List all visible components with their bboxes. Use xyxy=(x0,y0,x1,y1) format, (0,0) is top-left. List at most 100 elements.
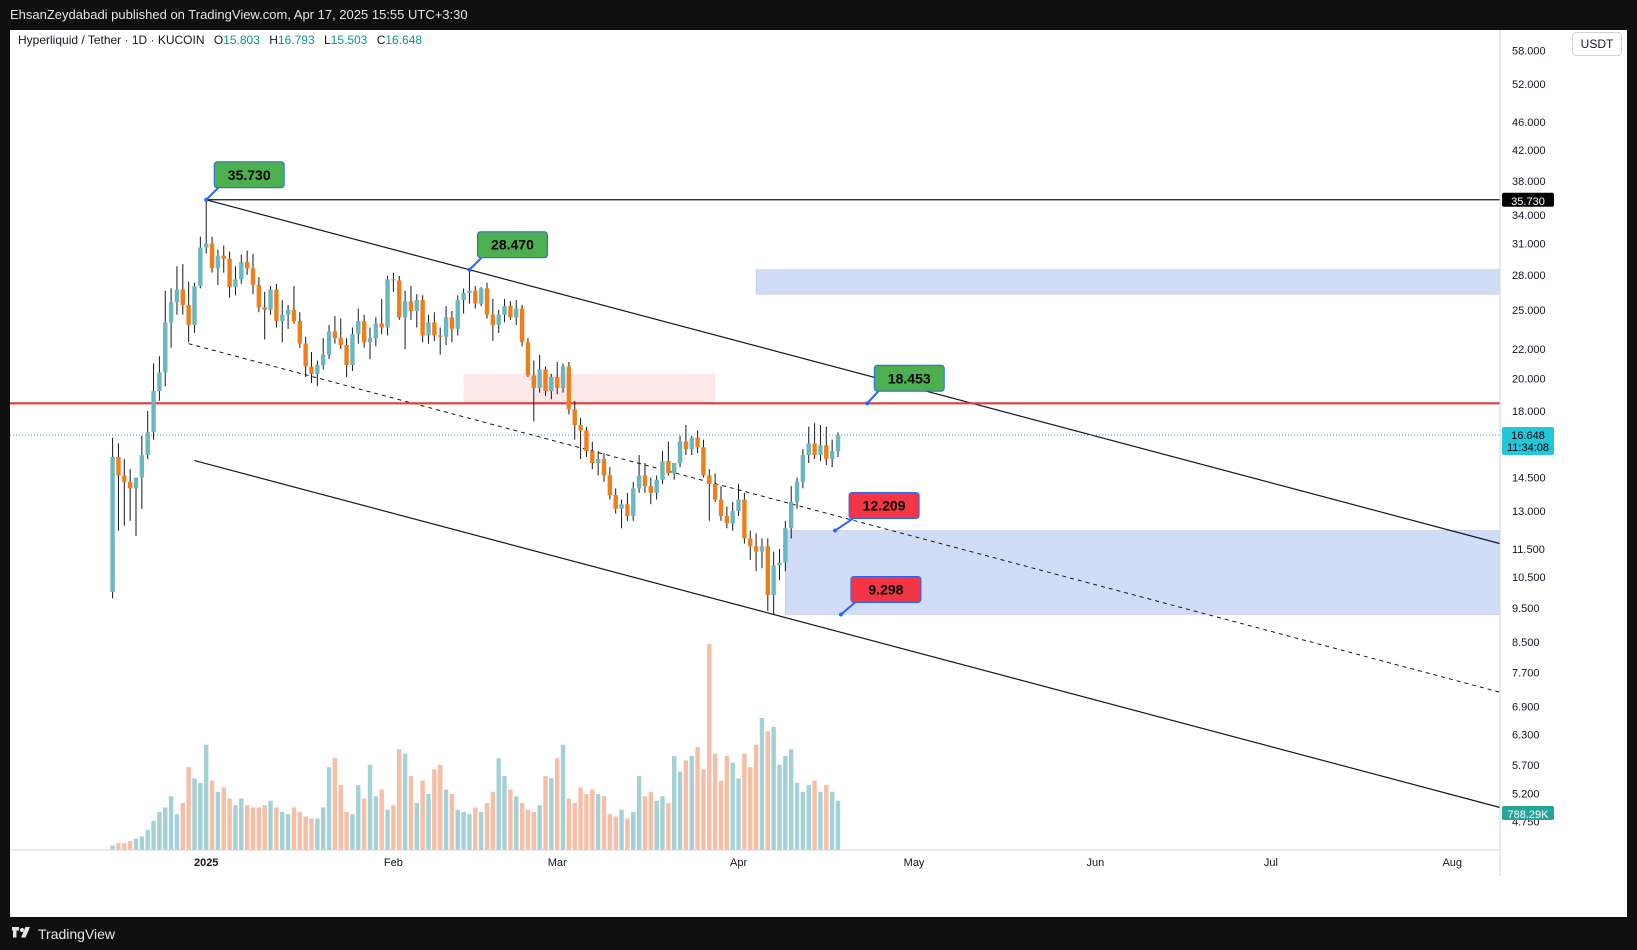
volume-bar xyxy=(695,747,700,850)
candle-body xyxy=(718,499,724,516)
candle-body xyxy=(555,376,560,388)
candle-body xyxy=(777,562,782,566)
volume-bar xyxy=(625,818,630,850)
x-tick-label: Jun xyxy=(1087,857,1105,869)
volume-bar xyxy=(613,816,618,850)
x-tick-label: 2025 xyxy=(194,857,218,869)
candle-body xyxy=(625,504,630,516)
x-tick-label: Jul xyxy=(1264,857,1278,869)
annotation-label-0: 35.730 xyxy=(228,167,271,183)
candle-body xyxy=(391,279,396,281)
volume-bar xyxy=(742,753,747,850)
candle-body xyxy=(303,343,308,367)
annotation-anchor xyxy=(467,267,472,272)
candle-body xyxy=(543,369,548,392)
volume-bar xyxy=(221,787,226,850)
close-label: C xyxy=(376,33,386,47)
volume-bar xyxy=(215,791,221,850)
last-price-tag-bg xyxy=(1502,427,1554,456)
annotation-box xyxy=(873,364,945,392)
candle-body xyxy=(695,437,700,448)
y-tick-label: 22.000 xyxy=(1512,344,1546,356)
lower-channel-line xyxy=(194,459,1501,809)
candle-body xyxy=(677,441,683,464)
candle-body xyxy=(566,366,572,410)
volume-bar xyxy=(636,776,642,850)
y-tick-label: 9.500 xyxy=(1512,603,1540,615)
y-tick-label: 14.500 xyxy=(1512,473,1546,485)
candle-body xyxy=(467,290,472,293)
y-tick-label: 42.000 xyxy=(1512,145,1546,157)
annotation-anchor xyxy=(204,197,209,202)
annotation-pointer xyxy=(205,187,219,201)
annotation-label-1: 28.470 xyxy=(491,237,534,253)
annotation-box xyxy=(850,575,922,603)
candle-body xyxy=(145,432,150,456)
volume-bar xyxy=(262,805,267,850)
candle-body xyxy=(397,280,402,318)
currency-button[interactable]: USDT xyxy=(1572,32,1622,56)
candle-body xyxy=(280,314,285,322)
candle-body xyxy=(759,546,765,552)
candle-body xyxy=(157,372,162,392)
volume-bar xyxy=(426,794,431,850)
candle-body xyxy=(420,300,425,336)
candle-body xyxy=(800,455,806,482)
candle-body xyxy=(268,289,273,310)
volume-bar xyxy=(654,800,659,850)
brand-text: TradingView xyxy=(38,925,116,942)
candle-body xyxy=(309,366,314,374)
low-label: L xyxy=(323,33,331,47)
volume-bar xyxy=(777,764,782,850)
volume-bar xyxy=(835,800,841,850)
volume-bar xyxy=(783,755,788,850)
candle-body xyxy=(619,504,624,509)
volume-bar xyxy=(332,758,338,850)
close-value: 16.648 xyxy=(385,33,423,47)
candle-body xyxy=(244,261,250,269)
volume-bar xyxy=(157,811,162,850)
candle-body xyxy=(537,369,542,388)
zones-layer xyxy=(463,269,1501,615)
volume-bar xyxy=(748,767,753,850)
volume-bar xyxy=(455,809,460,850)
volume-bar xyxy=(689,755,694,850)
volume-bar xyxy=(438,764,443,850)
volume-bar xyxy=(736,778,741,850)
chart-frame[interactable]: 35.730 28.470 18.453 12.209 9.298 58.000 52.0… xyxy=(10,30,1627,917)
volume-bar xyxy=(268,800,273,850)
candle-body xyxy=(186,304,191,325)
volume-bar xyxy=(824,785,829,850)
volume-bar xyxy=(683,760,689,850)
candle-body xyxy=(812,443,817,456)
annotation-box xyxy=(476,231,548,259)
volume-bar xyxy=(244,805,250,850)
volume-bar xyxy=(391,805,396,850)
candle-body xyxy=(648,486,653,493)
candle-body xyxy=(771,565,776,596)
candle-body xyxy=(168,302,174,323)
volume-bar xyxy=(116,843,121,850)
candle-body xyxy=(701,447,706,476)
high-price-tag-text: 35.730 xyxy=(1511,196,1545,208)
candle-body xyxy=(789,501,794,529)
volume-bar xyxy=(122,843,127,850)
candles-layer xyxy=(110,199,841,615)
volume-bar xyxy=(397,749,402,850)
candle-body xyxy=(490,314,496,325)
volume-bar xyxy=(467,814,472,850)
y-tick-label: 5.700 xyxy=(1512,760,1540,772)
volume-bar xyxy=(543,776,548,850)
candle-body xyxy=(426,322,431,336)
volume-bar xyxy=(367,764,373,850)
volume-bar xyxy=(607,814,613,850)
price-chart[interactable]: 35.730 28.470 18.453 12.209 9.298 58.000 52.0… xyxy=(10,30,1627,917)
candle-body xyxy=(660,461,665,480)
volume-bar xyxy=(461,811,466,850)
annotation-label-4: 9.298 xyxy=(868,581,903,597)
volume-bar xyxy=(285,814,291,850)
candle-body xyxy=(315,364,320,374)
candle-body xyxy=(110,457,115,593)
volume-bar xyxy=(338,785,343,850)
annotation-box xyxy=(213,161,285,189)
